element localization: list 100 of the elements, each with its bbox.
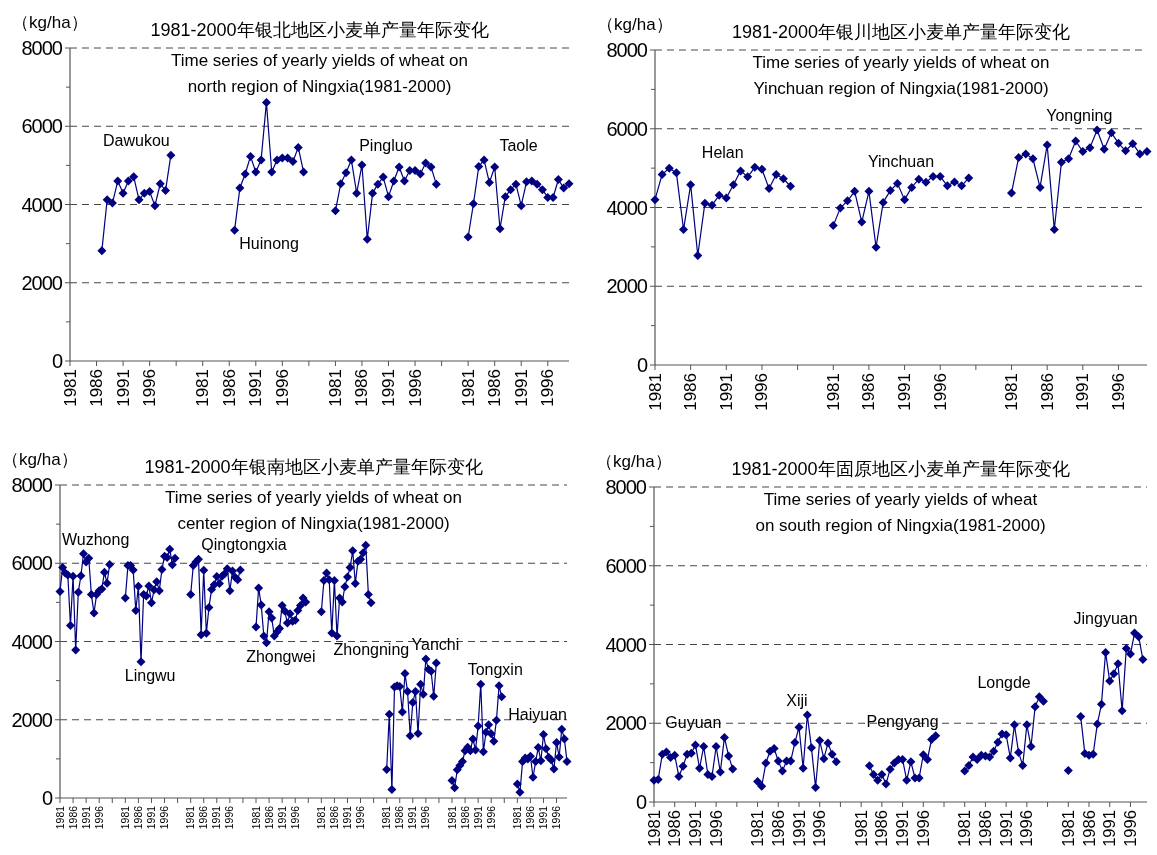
x-tick-label: 1986 <box>67 805 79 830</box>
x-tick-label: 1996 <box>355 805 367 830</box>
text: Time series of yearly yields of wheat on north region of Ningxia(1981-2000) <box>171 51 468 96</box>
x-tick-label: 1996 <box>224 805 236 830</box>
x-tick-label: 1986 <box>198 805 210 830</box>
x-tick-label: 1996 <box>930 373 950 411</box>
x-tick-label: 1991 <box>685 810 705 847</box>
series-label: Huinong <box>239 235 299 253</box>
series-label: Zhongwei <box>246 647 316 665</box>
series-label: Jingyuan <box>1073 610 1138 628</box>
text: Time series of yearly yields of wheat on south region of Ningxia(1981-2000) <box>755 490 1046 535</box>
series-label: Taole <box>499 136 538 154</box>
x-tick-label: 1981 <box>1058 810 1078 847</box>
x-tick-label: 1986 <box>459 805 471 830</box>
series-label: Wuzhong <box>62 530 130 548</box>
series-label: Qingtongxia <box>201 536 287 554</box>
y-tick-label: 6000 <box>606 117 648 140</box>
y-tick-label: 4000 <box>11 630 53 653</box>
x-tick-label: 1991 <box>893 810 913 847</box>
x-tick-label: 1991 <box>1073 373 1093 411</box>
y-axis-title: （kg/ha） <box>2 450 78 469</box>
x-tick-label: 1991 <box>113 369 133 407</box>
series-label: Pingluo <box>359 136 413 154</box>
x-tick-label: 1981 <box>381 805 393 830</box>
y-axis-title: （kg/ha） <box>12 13 88 32</box>
chart-title: 1981-2000年银川地区小麦单产量年际变化 <box>731 22 1071 42</box>
y-tick-label: 8000 <box>21 37 63 59</box>
x-tick-label: 1996 <box>159 805 171 830</box>
x-tick-label: 1996 <box>810 810 830 847</box>
x-tick-label: 1991 <box>407 805 419 830</box>
x-tick-label: 1991 <box>276 805 288 830</box>
x-tick-label: 1996 <box>706 810 726 847</box>
series-label: Haiyuan <box>508 706 567 724</box>
x-tick-label: 1991 <box>1100 810 1120 847</box>
x-tick-label: 1981 <box>193 369 213 407</box>
y-tick-label: 8000 <box>605 476 647 498</box>
x-tick-label: 1981 <box>446 805 458 830</box>
series-label: Lingwu <box>124 666 176 684</box>
y-tick-label: 2000 <box>21 271 63 294</box>
y-axis-title: （kg/ha） <box>597 15 673 34</box>
y-tick-label: 4000 <box>21 193 63 216</box>
x-tick-label: 1991 <box>472 805 484 830</box>
y-tick-label: 0 <box>636 354 648 376</box>
y-axis-title: （kg/ha） <box>596 452 672 471</box>
x-tick-label: 1981 <box>119 805 131 830</box>
x-tick-label: 1991 <box>716 373 736 411</box>
x-tick-label: 1991 <box>211 805 223 830</box>
x-tick-label: 1991 <box>80 805 92 830</box>
series-label: Tongxin <box>467 661 523 679</box>
x-tick-label: 1986 <box>1079 810 1099 847</box>
y-tick-label: 2000 <box>11 708 53 731</box>
x-tick-label: 1986 <box>872 810 892 847</box>
x-tick-label: 1981 <box>851 810 871 847</box>
x-tick-label: 1991 <box>341 805 353 830</box>
y-tick-label: 2000 <box>606 275 648 298</box>
x-tick-label: 1991 <box>379 369 399 407</box>
chart-title: 1981-2000年银北地区小麦单产量年际变化 <box>150 20 489 40</box>
x-tick-label: 1996 <box>289 805 301 830</box>
x-tick-label: 1986 <box>975 810 995 847</box>
y-tick-label: 6000 <box>21 115 63 138</box>
y-tick-label: 0 <box>41 787 53 809</box>
x-tick-label: 1991 <box>246 369 266 407</box>
x-tick-label: 1996 <box>485 805 497 830</box>
series-label: Pengyang <box>866 712 939 730</box>
x-tick-label: 1981 <box>60 369 80 407</box>
x-tick-label: 1996 <box>1120 810 1140 847</box>
x-tick-label: 1991 <box>789 810 809 847</box>
x-tick-label: 1981 <box>823 373 843 411</box>
x-tick-label: 1986 <box>768 810 788 847</box>
chart-title: 1981-2000年银南地区小麦单产量年际变化 <box>144 457 483 477</box>
x-tick-label: 1986 <box>219 369 239 407</box>
x-tick-label: 1991 <box>511 369 531 407</box>
x-tick-label: 1986 <box>132 805 144 830</box>
x-tick-label: 1996 <box>538 369 558 407</box>
x-tick-label: 1991 <box>145 805 157 830</box>
y-tick-label: 8000 <box>11 474 53 496</box>
x-tick-label: 1981 <box>250 805 262 830</box>
y-tick-label: 2000 <box>605 712 647 735</box>
series-label: Yinchuan <box>867 153 935 171</box>
series-label: Helan <box>701 144 744 162</box>
x-tick-label: 1981 <box>315 805 327 830</box>
x-tick-label: 1996 <box>913 810 933 847</box>
series-label: Dawukou <box>103 132 170 150</box>
x-tick-label: 1996 <box>420 805 432 830</box>
text: Time series of yearly yields of wheat on Yinchuan region of Ningxia(1981-2000) <box>752 53 1050 98</box>
x-tick-label: 1986 <box>681 373 701 411</box>
y-tick-label: 8000 <box>606 39 648 61</box>
x-tick-label: 1981 <box>458 369 478 407</box>
x-tick-label: 1986 <box>1037 373 1057 411</box>
y-tick-label: 6000 <box>605 554 647 577</box>
x-tick-label: 1986 <box>485 369 505 407</box>
y-tick-label: 0 <box>635 791 647 813</box>
x-tick-label: 1981 <box>511 805 523 830</box>
x-tick-label: 1981 <box>185 805 197 830</box>
x-tick-label: 1981 <box>1002 373 1022 411</box>
x-tick-label: 1996 <box>93 805 105 830</box>
series-label: Zhongning <box>333 641 410 659</box>
x-tick-label: 1986 <box>328 805 340 830</box>
x-tick-label: 1981 <box>54 805 66 830</box>
x-tick-label: 1981 <box>325 369 345 407</box>
